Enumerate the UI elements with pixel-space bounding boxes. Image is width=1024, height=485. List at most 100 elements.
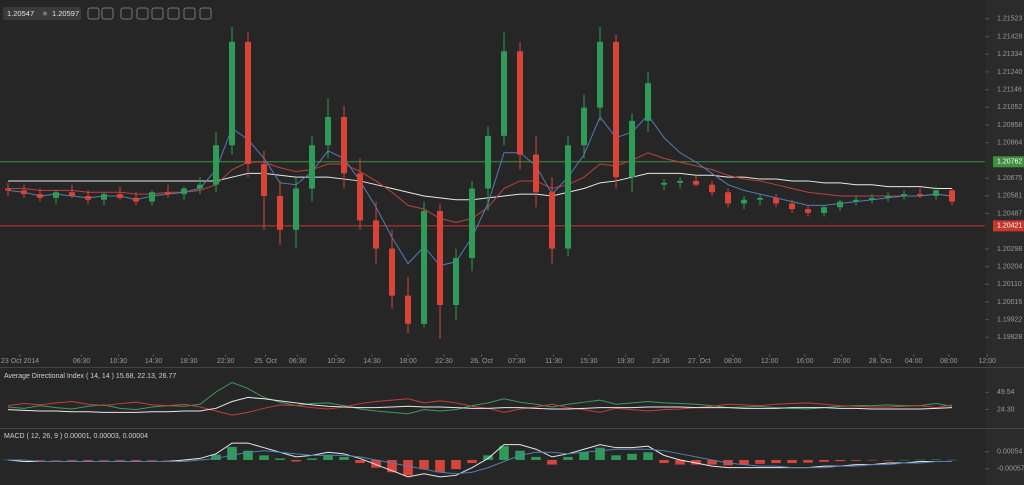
candle-body [533,154,540,193]
y-tick-label: 1.21146 [997,86,1022,93]
edit-button[interactable] [199,7,212,20]
indicator-line [7,398,953,416]
histogram-bar [787,459,797,464]
candle-body [133,197,140,202]
histogram-bar [835,459,845,462]
histogram-bar [243,450,253,460]
candle-body [677,180,684,183]
y-tick-label: 1.21523 [997,16,1022,23]
histogram-bar [899,459,909,461]
candle-body [645,83,652,121]
zoom-in-button[interactable] [87,7,100,20]
price-level-tag [993,156,1024,168]
x-tick-label: 18:30 [180,358,198,365]
candle-body [629,120,636,178]
bid-price: 1.20547 [7,9,34,18]
candle-body [21,190,28,195]
histogram-bar [83,459,93,462]
candle-body [229,41,236,146]
drawing-button[interactable] [167,7,180,20]
y-tick-label: 1.20864 [997,139,1022,146]
candle-body [261,164,268,196]
histogram-bar [451,459,461,470]
x-tick-label: 23:30 [652,358,670,365]
histogram-bar [355,459,365,464]
candle-body [837,201,844,208]
indicators-button[interactable] [151,7,164,20]
x-tick-label: 12:00 [761,358,779,365]
histogram-bar [563,456,573,460]
histogram-bar [675,459,685,465]
x-tick-label: 06:30 [73,358,91,365]
indicator-line [8,448,953,475]
indicator-line [7,396,953,413]
candle-body [549,192,556,249]
candle-body [773,197,780,204]
candle-body [437,211,444,306]
histogram-bar [51,459,61,461]
histogram-bar [867,459,877,461]
candle-body [373,220,380,249]
y-tick-label: -0.00057 [997,466,1024,473]
histogram-bar [403,459,413,476]
candle-body [37,194,44,198]
histogram-bar [611,455,621,460]
histogram-bar [211,454,221,460]
histogram-bar [35,459,45,461]
candle-body [117,194,124,198]
candle-body [405,295,412,324]
histogram-bar [883,459,893,461]
indicator-line [7,114,953,267]
x-tick-label: 10:30 [110,358,128,365]
candle-body [917,194,924,196]
y-tick-label: 1.20298 [997,246,1022,253]
candle-body [197,184,204,189]
candle-body [741,199,748,204]
x-tick-label: 10:30 [327,358,345,365]
histogram-bar [435,459,445,473]
y-tick-label: 1.20204 [997,264,1022,271]
candle-body [85,195,92,200]
histogram-bar [419,459,429,470]
zoom-out-button[interactable] [101,7,114,20]
crosshair-button[interactable] [120,7,133,20]
y-tick-label: 1.20487 [997,210,1022,217]
y-tick-label: 1.21240 [997,69,1022,76]
histogram-bar [851,459,861,461]
candle-body [949,190,956,202]
x-tick-label: 14:30 [145,358,163,365]
x-tick-label: 22:30 [435,358,453,365]
candle-body [325,117,332,146]
histogram-bar [771,459,781,464]
x-tick-label: 11:30 [545,358,562,365]
y-tick-label: 1.19828 [997,334,1022,341]
histogram-bar [643,452,653,460]
histogram-bar [323,454,333,460]
chart-type-button[interactable] [136,7,149,20]
histogram-bar [707,459,717,465]
price-level-label: 1.20421 [997,223,1022,230]
candle-body [213,145,220,185]
histogram-bar [67,459,77,461]
quote-box [3,7,81,20]
histogram-bar [371,459,381,468]
settings-button[interactable] [183,7,196,20]
histogram-bar [339,456,349,460]
x-tick-label: 08:00 [940,358,958,365]
histogram-bar [163,459,173,461]
x-tick-label: 28. Oct [869,358,892,365]
candle-body [885,195,892,198]
price-level-label: 1.20762 [997,159,1022,166]
x-tick-label: 06:30 [289,358,307,365]
x-tick-label: 14:30 [363,358,381,365]
candle-body [709,184,716,193]
candle-body [789,203,796,210]
axis-strip [986,0,1024,485]
histogram-bar [531,456,541,460]
candle-body [725,192,732,204]
x-tick-label: 18:00 [399,358,417,365]
toolbar: 1.20547 1.20597 [3,7,212,20]
